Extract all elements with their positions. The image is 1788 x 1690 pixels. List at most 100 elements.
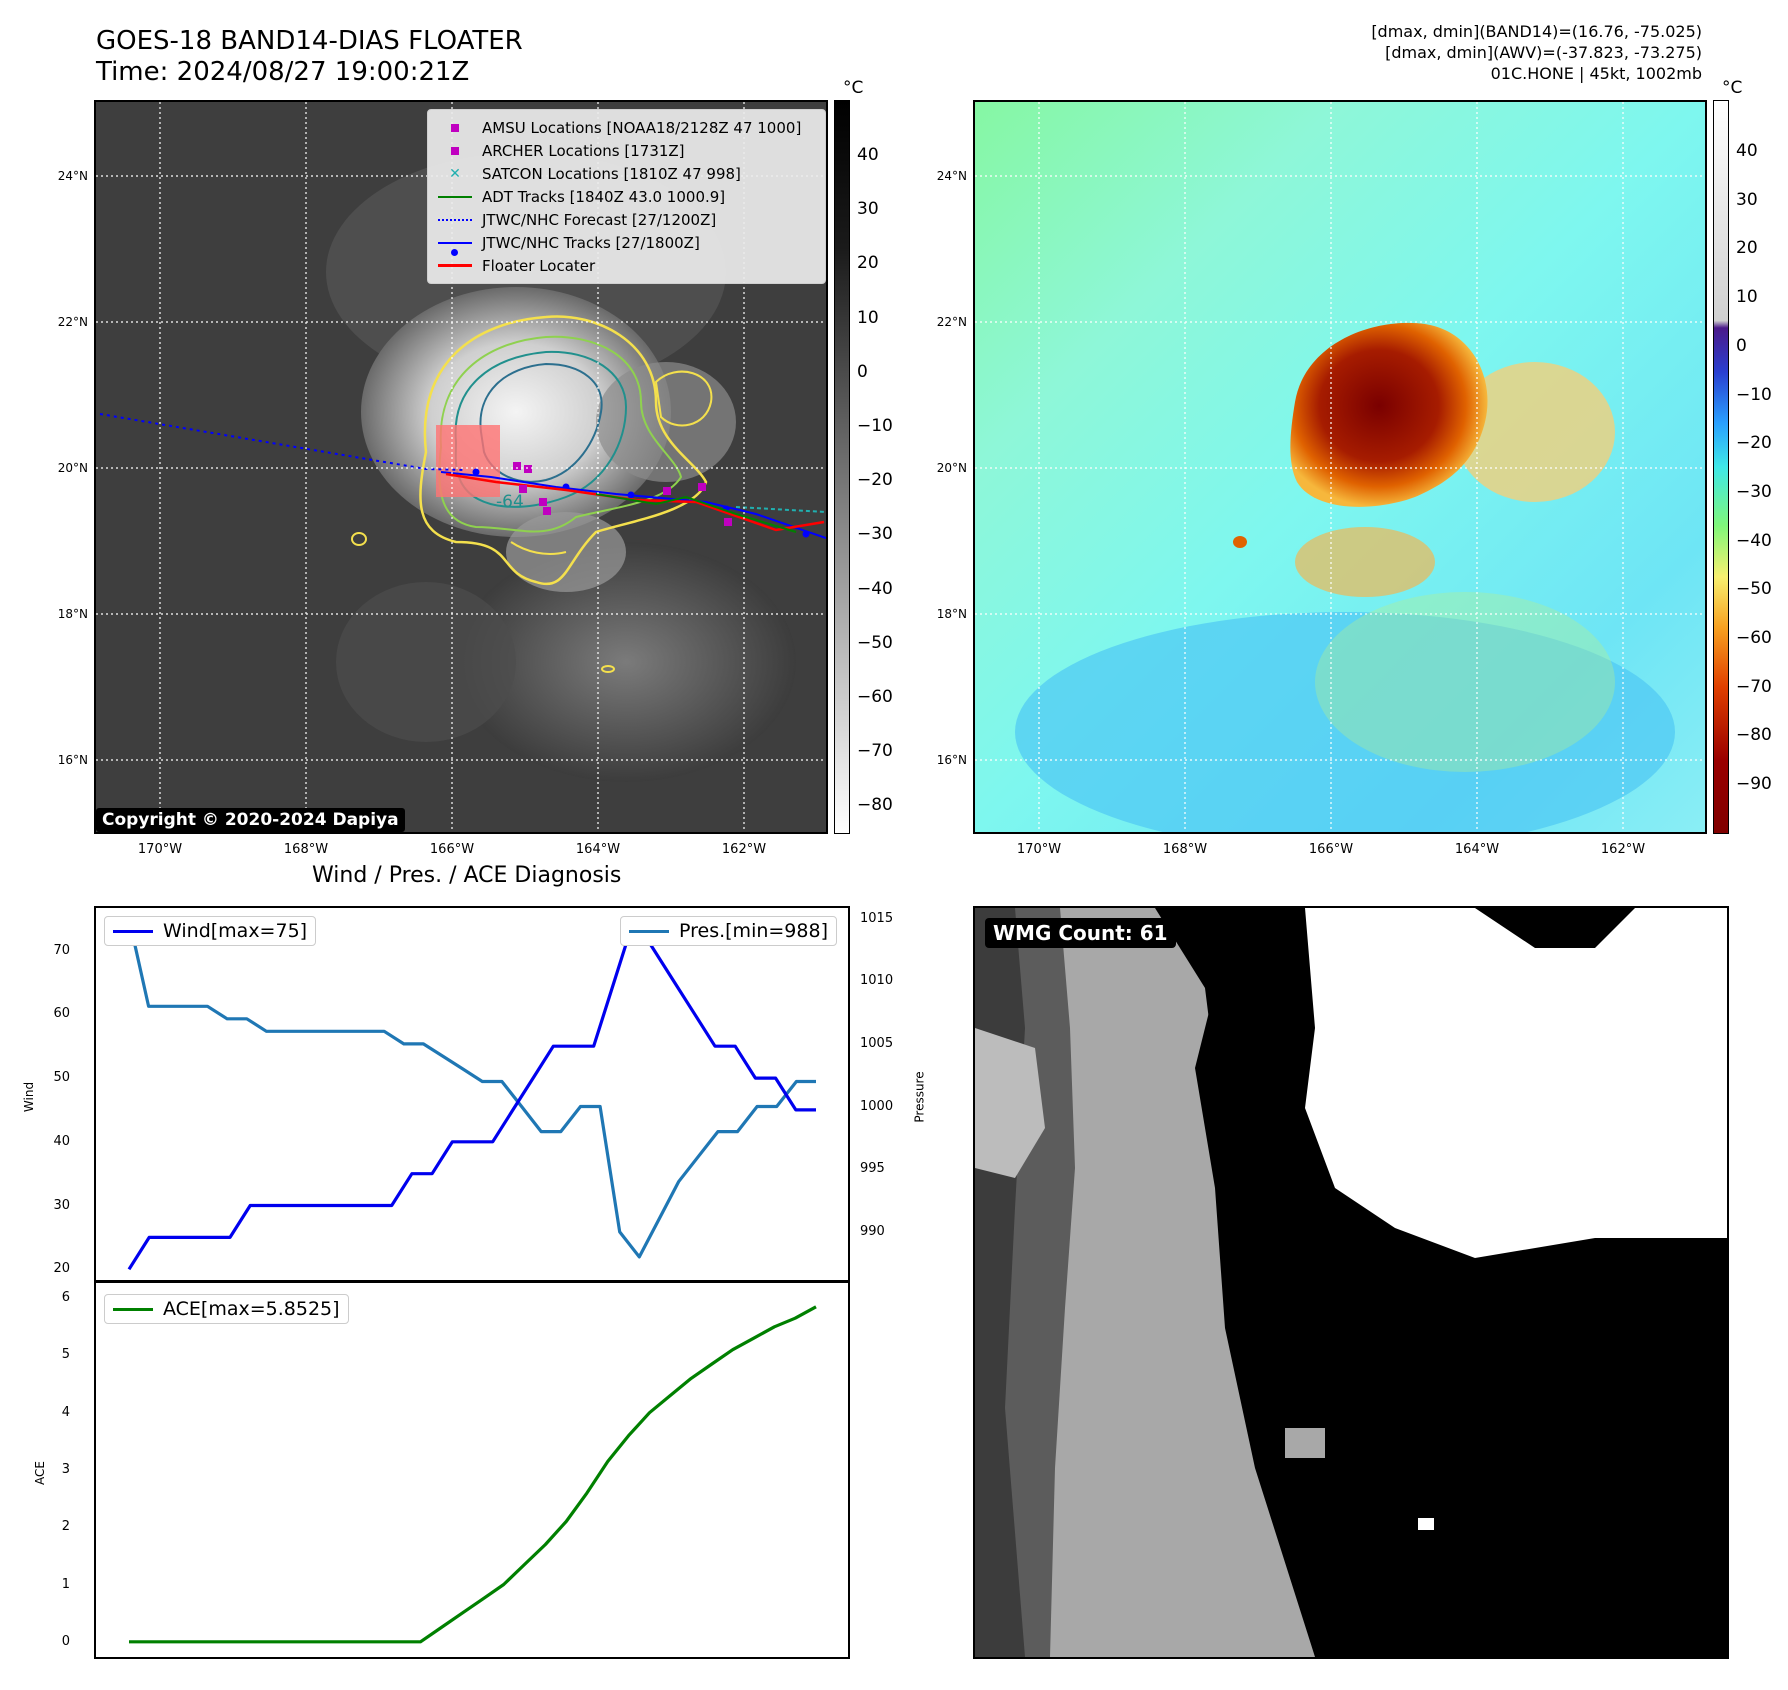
lon-label: 162°W — [721, 842, 767, 857]
legend-label: JTWC/NHC Forecast [27/1200Z] — [482, 210, 717, 229]
legend-item-forecast: JTWC/NHC Forecast [27/1200Z] — [436, 208, 817, 231]
lat-label: 20°N — [57, 461, 88, 475]
color-colorbar-tick: −60 — [1736, 628, 1772, 648]
wind-tick-label: 60 — [53, 1006, 70, 1022]
lat-label: 16°N — [936, 753, 967, 767]
figure-title: GOES-18 BAND14-DIAS FLOATER — [96, 26, 523, 56]
wind-tick-label: 30 — [53, 1197, 70, 1213]
legend-label: Floater Locater — [482, 256, 596, 275]
lat-label: 22°N — [936, 315, 967, 329]
legend-line-icon — [438, 264, 472, 267]
gray-colorbar-tick: 10 — [857, 307, 879, 328]
wind-pressure-chart — [94, 906, 850, 1282]
lon-label: 166°W — [429, 842, 475, 857]
legend-x-icon: ✕ — [449, 165, 461, 182]
dmax-awv: [dmax, dmin](AWV)=(-37.823, -73.275) — [1385, 43, 1702, 62]
legend-item-tracks: JTWC/NHC Tracks [27/1800Z] — [436, 231, 817, 256]
legend-label: AMSU Locations [NOAA18/2128Z 47 1000] — [482, 118, 802, 137]
ace-legend-line-icon — [113, 1307, 153, 1311]
color-colorbar-tick: −30 — [1736, 481, 1772, 502]
ace-legend: ACE[max=5.8525] — [104, 1294, 349, 1324]
lon-label: 164°W — [575, 842, 621, 857]
color-colorbar-tick: 30 — [1736, 189, 1758, 210]
lon-label: 162°W — [1600, 842, 1646, 857]
ace-axis-label: ACE — [32, 1461, 47, 1485]
pressure-tick-label: 990 — [860, 1223, 885, 1239]
legend-label: ARCHER Locations [1731Z] — [482, 141, 685, 160]
gray-colorbar-tick: 20 — [857, 253, 879, 274]
legend-item-floater: Floater Locater — [436, 254, 817, 277]
wind-legend-label: Wind[max=75] — [163, 920, 308, 942]
contour-label: -64 — [496, 492, 524, 512]
gray-colorbar-tick: −30 — [857, 524, 893, 545]
wind-legend: Wind[max=75] — [104, 916, 317, 946]
wmg-panel: WMG Count: 61 — [973, 906, 1729, 1659]
color-colorbar-tick: 10 — [1736, 287, 1758, 308]
gray-colorbar-tick: −60 — [857, 687, 893, 707]
gray-colorbar — [834, 100, 850, 834]
pressure-tick-label: 1015 — [860, 910, 894, 926]
color-colorbar-tick: −40 — [1736, 530, 1772, 551]
legend-line-dot-icon — [438, 241, 472, 244]
ace-tick-label: 0 — [61, 1633, 70, 1649]
color-colorbar-tick: −80 — [1736, 725, 1772, 746]
legend-label: JTWC/NHC Tracks [27/1800Z] — [482, 233, 700, 252]
pressure-tick-label: 1000 — [860, 1098, 894, 1114]
wind-series-line — [127, 917, 816, 1271]
lat-label: 22°N — [57, 315, 88, 329]
lat-label: 24°N — [936, 169, 967, 183]
gray-colorbar-tick: 40 — [857, 145, 879, 165]
wind-tick-label: 40 — [53, 1133, 70, 1149]
gray-colorbar-tick: −70 — [857, 741, 893, 762]
legend-dotted-line-icon — [438, 218, 472, 221]
ace-tick-label: 4 — [61, 1404, 70, 1420]
map-legend: AMSU Locations [NOAA18/2128Z 47 1000] AR… — [427, 109, 826, 284]
wind-tick-label: 70 — [53, 942, 70, 958]
pressure-legend-line-icon — [629, 929, 669, 933]
lon-label: 170°W — [1016, 842, 1062, 857]
color-colorbar-unit: °C — [1722, 78, 1743, 98]
lon-label: 168°W — [283, 842, 329, 857]
legend-item-amsu: AMSU Locations [NOAA18/2128Z 47 1000] — [436, 116, 817, 139]
wind-axis-label: Wind — [22, 1081, 37, 1113]
color-colorbar-tick: −50 — [1736, 579, 1772, 600]
ace-tick-label: 6 — [61, 1290, 70, 1306]
color-colorbar-tick: −20 — [1736, 433, 1772, 454]
color-colorbar-tick: −90 — [1736, 774, 1772, 795]
figure-time: Time: 2024/08/27 19:00:21Z — [96, 57, 470, 87]
lat-label: 18°N — [57, 607, 88, 621]
lon-label: 168°W — [1162, 842, 1208, 857]
ace-tick-label: 3 — [61, 1462, 70, 1477]
lat-label: 18°N — [936, 607, 967, 621]
wmg-image — [975, 908, 1727, 1657]
dmax-band14: [dmax, dmin](BAND14)=(16.76, -75.025) — [1371, 22, 1702, 41]
gray-colorbar-tick: −10 — [857, 416, 893, 436]
lon-label: 166°W — [1308, 842, 1354, 857]
ir-map-panel: -64 AM — [94, 100, 828, 834]
color-colorbar-tick: −70 — [1736, 676, 1772, 697]
legend-item-archer: ARCHER Locations [1731Z] — [436, 139, 817, 162]
lon-label: 164°W — [1454, 842, 1500, 857]
legend-label: SATCON Locations [1810Z 47 998] — [482, 164, 741, 183]
wmg-count-badge: WMG Count: 61 — [985, 918, 1176, 948]
legend-item-satcon: ✕ SATCON Locations [1810Z 47 998] — [436, 162, 817, 185]
awv-map-panel — [973, 100, 1707, 834]
gray-colorbar-unit: °C — [843, 78, 864, 98]
legend-marker-icon — [451, 146, 459, 155]
wind-tick-label: 20 — [53, 1261, 70, 1277]
color-colorbar-tick: 40 — [1736, 141, 1758, 161]
gray-colorbar-tick: −50 — [857, 632, 893, 653]
diagnosis-title: Wind / Pres. / ACE Diagnosis — [312, 863, 622, 888]
gray-colorbar-tick: −40 — [857, 578, 893, 599]
lat-label: 20°N — [936, 461, 967, 475]
pressure-tick-label: 1010 — [860, 973, 894, 989]
color-colorbar — [1713, 100, 1729, 834]
legend-line-icon — [438, 195, 472, 198]
lat-label: 16°N — [57, 753, 88, 767]
gray-colorbar-tick: −20 — [857, 470, 893, 491]
ace-series-line — [129, 1305, 817, 1644]
ace-tick-label: 5 — [61, 1347, 70, 1363]
pressure-legend: Pres.[min=988] — [620, 916, 837, 946]
pressure-series-line — [127, 918, 816, 1259]
ace-chart — [94, 1281, 850, 1659]
